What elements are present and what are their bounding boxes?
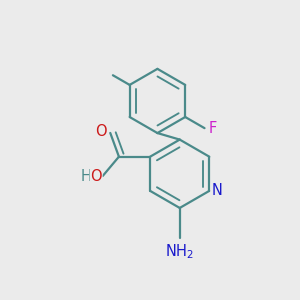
Text: N: N — [211, 183, 222, 198]
Text: O: O — [90, 169, 102, 184]
Text: H: H — [80, 169, 92, 184]
Text: F: F — [209, 121, 217, 136]
Text: O: O — [95, 124, 107, 139]
Text: NH$_2$: NH$_2$ — [165, 242, 194, 261]
